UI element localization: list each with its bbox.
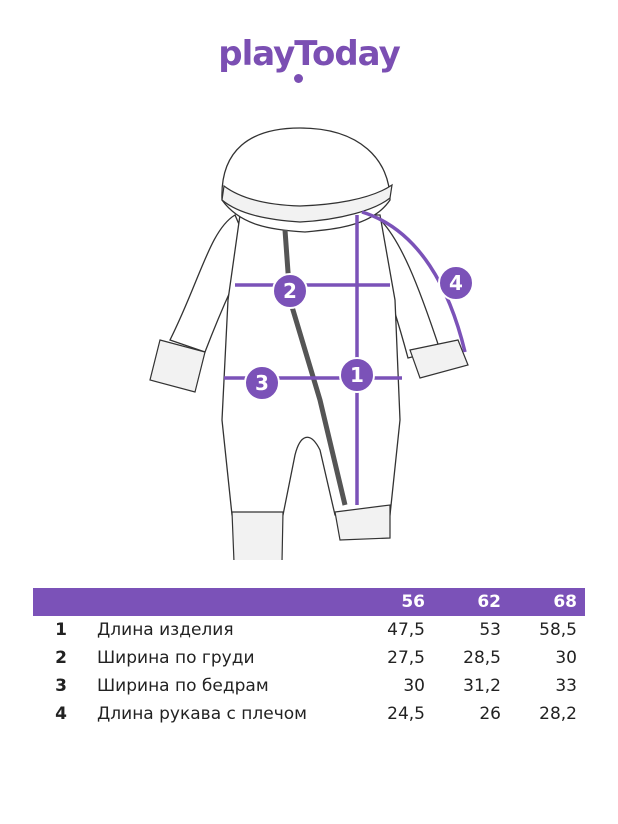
illustration: 1 2 3 4 — [149, 127, 474, 560]
table-row: 1 Длина изделия 47,5 53 58,5 — [33, 616, 585, 644]
marker-label: 2 — [283, 279, 297, 303]
marker: 3 — [244, 365, 280, 401]
value-cell: 28,5 — [463, 648, 501, 668]
marker-label: 4 — [449, 271, 463, 295]
value-cell: 27,5 — [387, 648, 425, 668]
value-cell: 30 — [555, 648, 577, 668]
value-cell: 28,2 — [539, 704, 577, 724]
marker-label: 1 — [350, 363, 364, 387]
header-spacer — [33, 588, 357, 616]
header-row: 56 62 68 — [33, 588, 585, 616]
marker: 4 — [438, 265, 474, 301]
value-cell: 31,2 — [463, 676, 501, 696]
value-cell: 53 — [479, 620, 501, 640]
hood-rim — [221, 183, 393, 223]
value-cell: 26 — [479, 704, 501, 724]
table-row: 3 Ширина по бедрам 30 31,2 33 — [33, 672, 585, 700]
zipper — [282, 229, 348, 506]
left-leg-cuff — [231, 511, 284, 560]
table-row: 2 Ширина по груди 27,5 28,5 30 — [33, 644, 585, 672]
header-cell: 62 — [433, 588, 509, 616]
header-cell: 68 — [509, 588, 585, 616]
left-cuff — [149, 339, 206, 393]
logo-dot — [294, 74, 303, 83]
num-cell: 1 — [55, 620, 67, 640]
value-cell: 58,5 — [539, 620, 577, 640]
right-cuff — [409, 339, 469, 379]
label-cell: Ширина по груди — [97, 648, 255, 668]
table-row: 4 Длина рукава с плечом 24,5 26 28,2 — [33, 700, 585, 728]
num-cell: 4 — [55, 704, 67, 724]
header-cell: 56 — [357, 588, 433, 616]
value-cell: 33 — [555, 676, 577, 696]
num-cell: 2 — [55, 648, 67, 668]
table-body: 1 Длина изделия 47,5 53 58,5 2 Ширина по груди… — [33, 616, 585, 728]
right-leg-cuff — [334, 504, 391, 541]
size-table: 56 62 68 1 Длина изделия 47,5 53 58,5 2 Ширина п… — [33, 588, 585, 728]
num-cell: 3 — [55, 676, 67, 696]
arrow-sleeve — [361, 210, 467, 353]
label-cell: Ширина по бедрам — [97, 676, 269, 696]
marker-label: 3 — [255, 371, 269, 395]
logo: playToday — [218, 34, 401, 74]
label-cell: Длина рукава с плечом — [97, 704, 307, 724]
value-cell: 47,5 — [387, 620, 425, 640]
label-cell: Длина изделия — [97, 620, 234, 640]
value-cell: 24,5 — [387, 704, 425, 724]
value-cell: 30 — [403, 676, 425, 696]
marker: 2 — [272, 273, 308, 309]
marker: 1 — [339, 357, 375, 393]
